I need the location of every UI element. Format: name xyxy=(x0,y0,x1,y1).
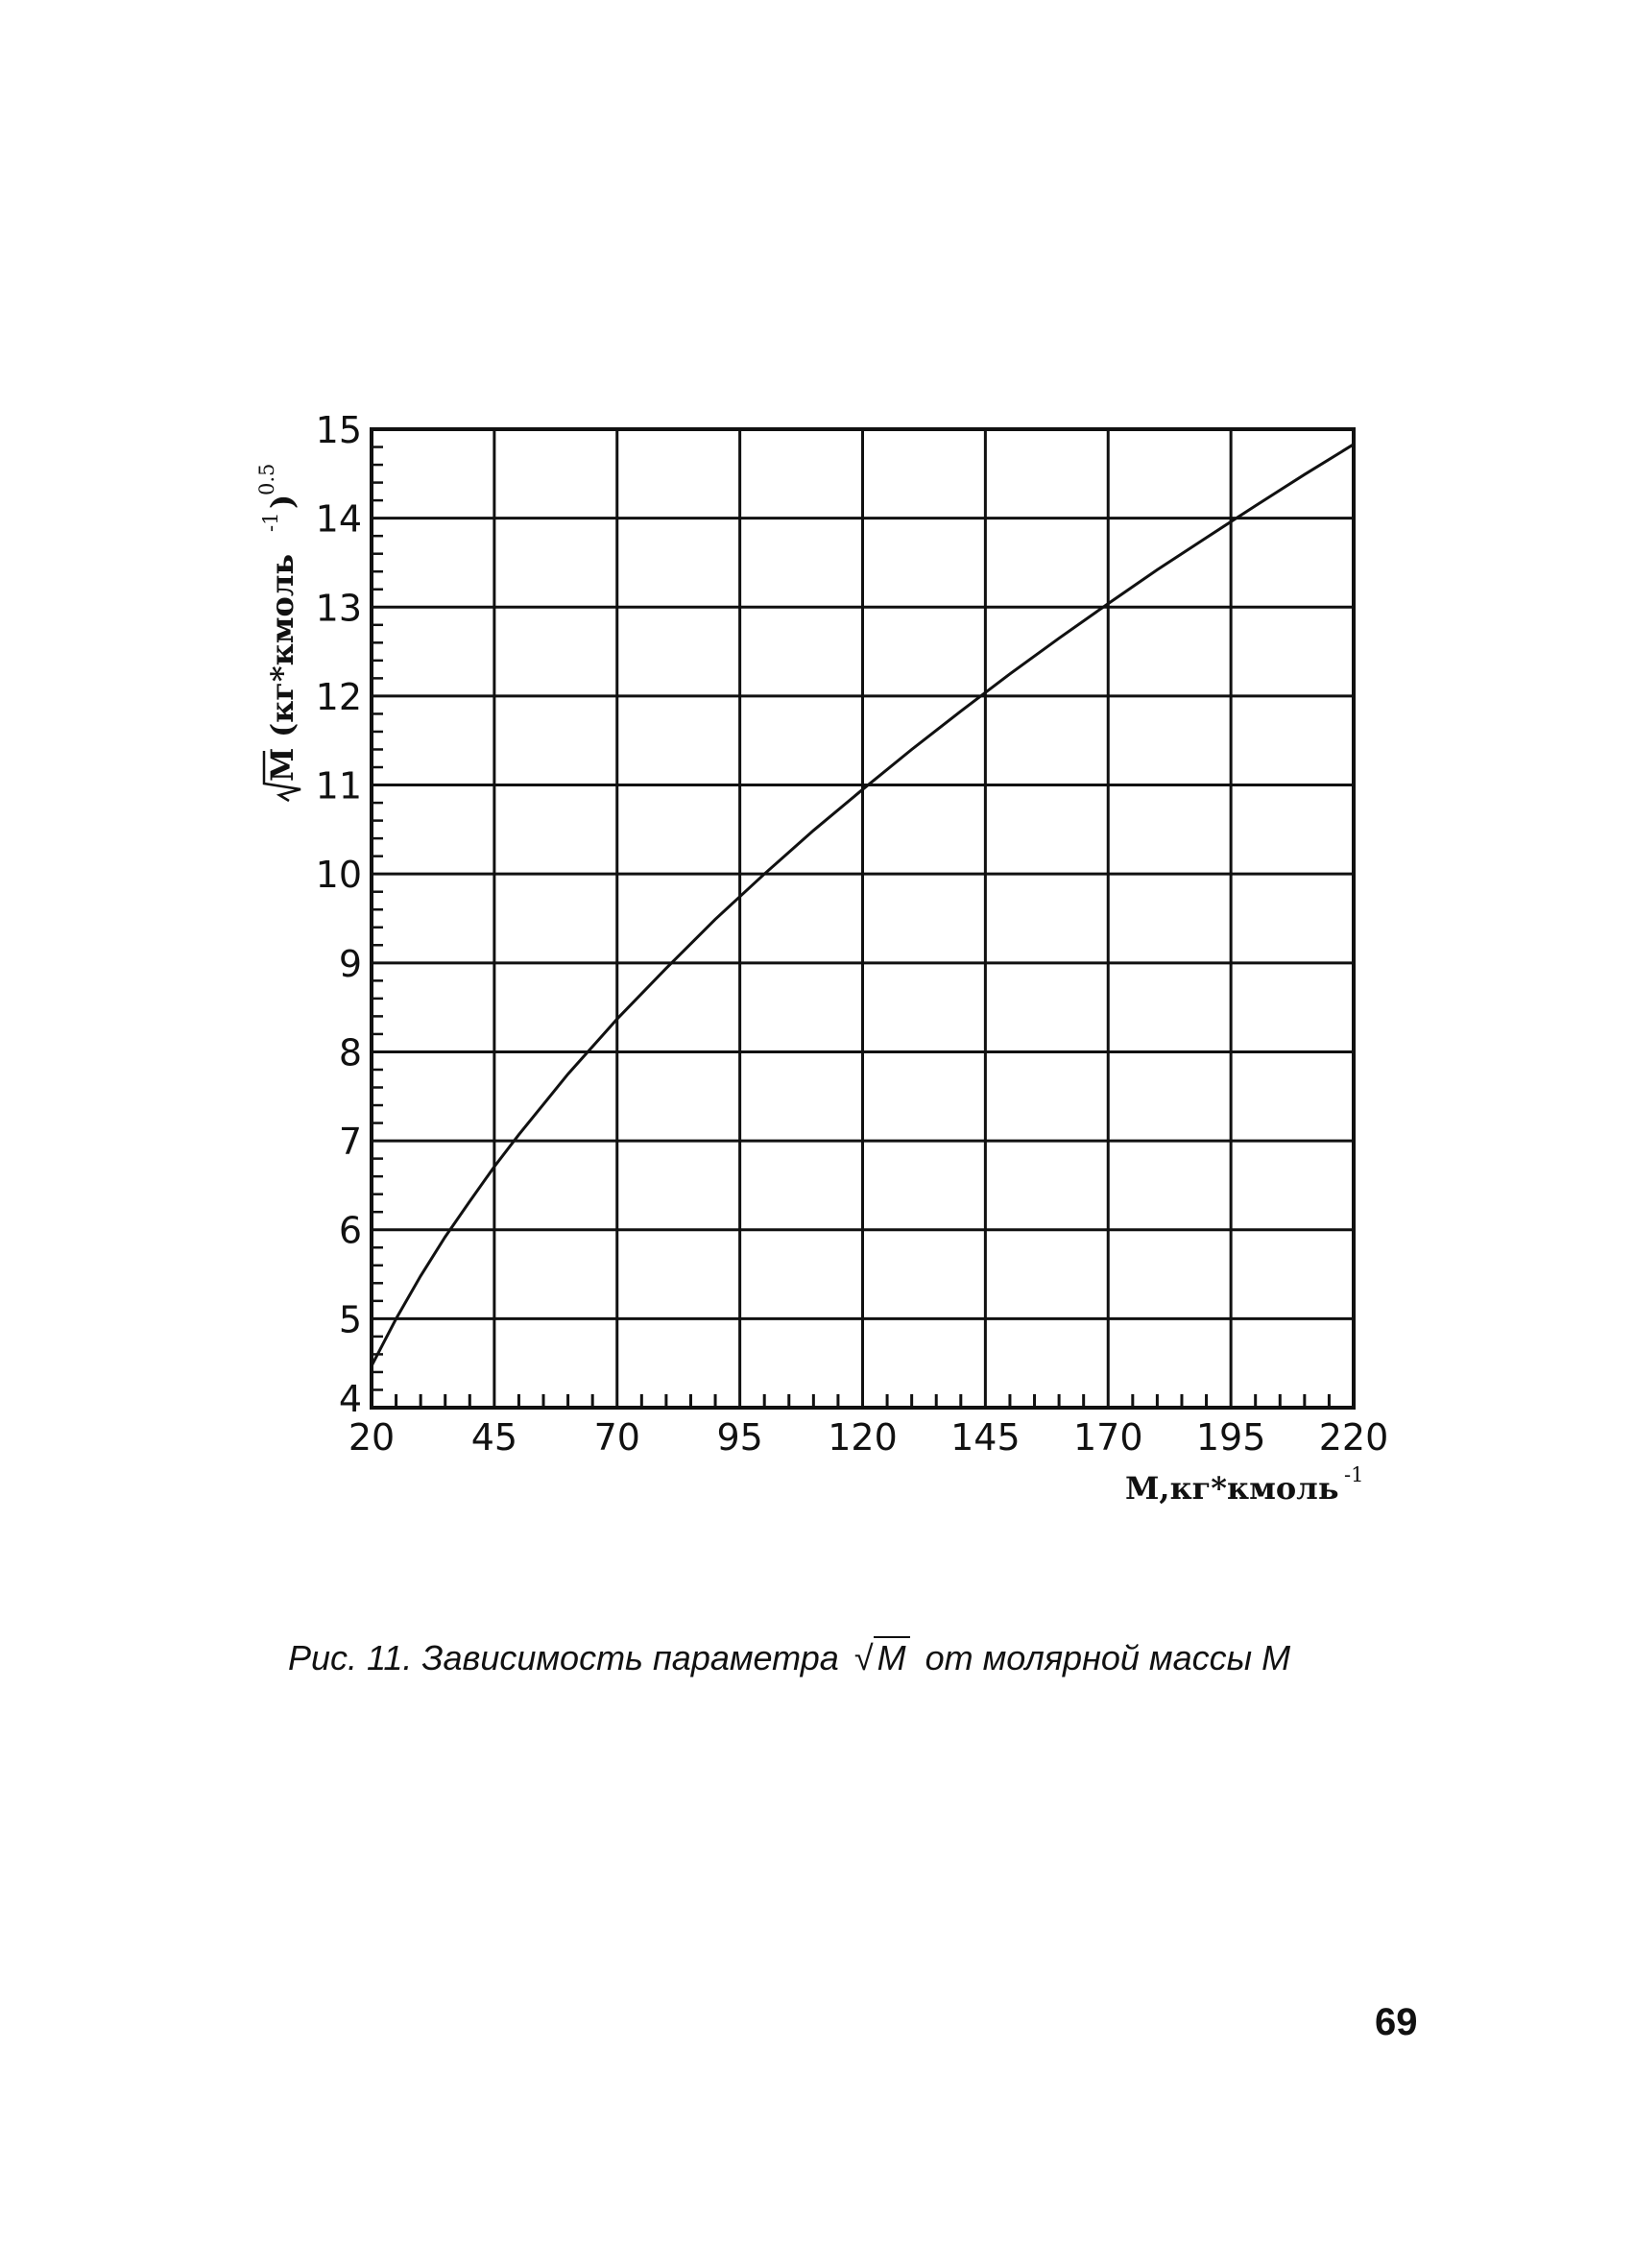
page-number: 69 xyxy=(1375,2001,1418,2043)
y-axis-label-close: ) xyxy=(264,495,300,509)
x-tick-label-20: 20 xyxy=(348,1416,395,1459)
minor-ticks xyxy=(372,446,1331,1408)
x-tick-label-220: 220 xyxy=(1319,1416,1389,1459)
x-tick-label-45: 45 xyxy=(471,1416,517,1459)
y-tick-label-6: 6 xyxy=(339,1210,362,1252)
x-tick-label-70: 70 xyxy=(594,1416,640,1459)
x-tick-label-95: 95 xyxy=(716,1416,762,1459)
x-tick-labels: 20 45 70 95 120 145 170 195 220 xyxy=(348,1416,1388,1459)
y-tick-label-12: 12 xyxy=(316,676,362,718)
caption-sqrt-symbol: √ xyxy=(853,1638,874,1677)
y-axis-label-unit: (кг*кмоль xyxy=(264,554,300,737)
x-tick-label-120: 120 xyxy=(828,1416,898,1459)
x-tick-label-145: 145 xyxy=(950,1416,1021,1459)
y-tick-label-9: 9 xyxy=(339,943,362,985)
y-tick-labels: 4 5 6 7 8 9 10 11 12 13 14 15 xyxy=(316,409,362,1420)
grid-layer xyxy=(370,427,1356,1410)
y-tick-label-14: 14 xyxy=(316,498,362,541)
chart: 20 45 70 95 120 145 170 195 220 4567891011121314… xyxy=(255,409,1388,1507)
caption-prefix: Рис. 11. Зависимость параметра xyxy=(288,1638,839,1677)
y-axis-radical-sign xyxy=(262,751,301,803)
series-line xyxy=(370,443,1355,1367)
y-tick-label-8: 8 xyxy=(339,1031,362,1074)
y-tick-label-15: 15 xyxy=(316,409,362,451)
plot-border xyxy=(370,427,1356,1410)
y-axis-label: M (кг*кмоль -1 ) 0.5 xyxy=(255,464,301,803)
y-axis-label-power: 0.5 xyxy=(255,464,278,495)
caption-sqrt: √ M xyxy=(853,1636,910,1678)
x-tick-label-195: 195 xyxy=(1196,1416,1266,1459)
y-axis-label-symbol: M xyxy=(264,748,300,782)
y-tick-label-10: 10 xyxy=(316,854,362,896)
y-tick-label-4: 4 xyxy=(339,1378,362,1420)
figure-caption: Рис. 11. Зависимость параметра √ M от мол… xyxy=(288,1636,1291,1678)
plot-frame xyxy=(370,427,1356,1410)
x-axis-label: M,кг*кмоль xyxy=(1125,1470,1339,1507)
x-tick-label-170: 170 xyxy=(1073,1416,1143,1459)
caption-suffix: от молярной массы М xyxy=(925,1638,1291,1677)
y-tick-label-11: 11 xyxy=(316,765,362,808)
x-axis-label-superscript: -1 xyxy=(1344,1463,1363,1486)
y-tick-label-7: 7 xyxy=(339,1121,362,1163)
y-axis-label-unit-superscript: -1 xyxy=(259,513,282,532)
caption-sqrt-argument: M xyxy=(873,1636,910,1677)
y-tick-label-13: 13 xyxy=(316,587,362,629)
y-tick-label-5: 5 xyxy=(339,1298,362,1340)
